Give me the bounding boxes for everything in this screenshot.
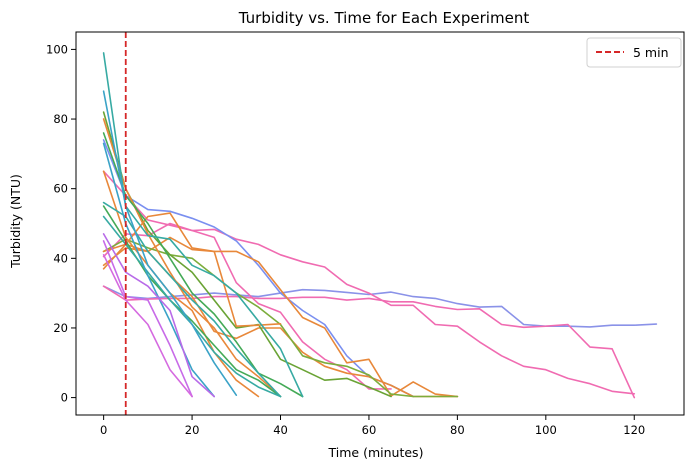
- x-tick-label-0: 0: [100, 423, 107, 437]
- legend-label: 5 min: [633, 45, 669, 60]
- x-tick-label-100: 100: [535, 423, 557, 437]
- x-tick-label-20: 20: [185, 423, 200, 437]
- series-line-1: [102, 285, 658, 328]
- series-line-10: [102, 212, 282, 328]
- x-tick-label-120: 120: [623, 423, 645, 437]
- series-line-13: [102, 132, 304, 398]
- x-tick-label-60: 60: [362, 423, 377, 437]
- series-line-15: [102, 52, 304, 398]
- x-tick-label-80: 80: [450, 423, 465, 437]
- y-axis-label: Turbidity (NTU): [8, 174, 23, 269]
- x-tick-label-40: 40: [273, 423, 288, 437]
- y-tick-label-40: 40: [53, 251, 68, 265]
- series-line-22: [102, 254, 193, 398]
- y-tick-label-60: 60: [53, 182, 68, 196]
- series-line-6: [102, 236, 459, 398]
- y-tick-label-100: 100: [46, 42, 68, 56]
- x-axis-label: Time (minutes): [328, 445, 424, 460]
- chart-title: Turbidity vs. Time for Each Experiment: [238, 9, 530, 27]
- series-line-16: [102, 201, 282, 398]
- legend-box: [586, 37, 682, 68]
- series-line-4: [102, 139, 415, 398]
- plot-background: [76, 32, 684, 415]
- y-tick-label-80: 80: [53, 112, 68, 126]
- series-line-20: [102, 233, 215, 398]
- y-tick-label-20: 20: [53, 321, 68, 335]
- y-tick-label-0: 0: [61, 391, 68, 405]
- series-line-12: [102, 170, 260, 398]
- series-line-21: [102, 240, 193, 398]
- axes-frame: [75, 31, 685, 416]
- series-line-2: [102, 285, 636, 399]
- plot-area: 0 20 40 60 80 100 120 0 20 40 60 80 100: [46, 31, 685, 437]
- legend: 5 min: [586, 37, 682, 68]
